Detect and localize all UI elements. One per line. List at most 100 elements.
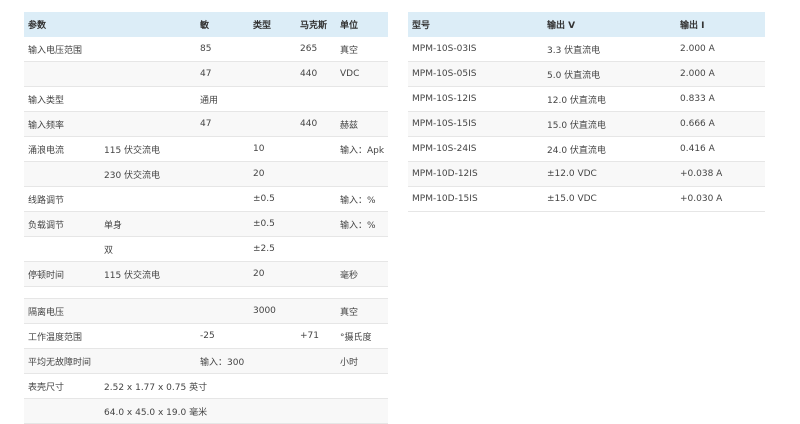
table-cell [249, 373, 296, 399]
table-cell: 2.000 A [676, 61, 765, 87]
table-cell: 5.0 伏直流电 [543, 61, 676, 87]
table-row: 47 440 VDC [24, 61, 388, 87]
table-cell: MPM-10S-15IS [408, 111, 543, 137]
table-cell: 双 [100, 236, 196, 262]
table-cell [249, 111, 296, 137]
table-row [24, 286, 388, 299]
table-cell: +0.030 A [676, 186, 765, 212]
table-cell [296, 348, 336, 374]
table-row: 输入类型 通用 [24, 86, 388, 112]
table-row: MPM-10S-15IS 15.0 伏直流电 0.666 A [408, 111, 765, 137]
table-cell: 输入电压范围 [24, 37, 100, 62]
table-cell: 47 [196, 61, 249, 87]
table-cell [249, 323, 296, 349]
table-cell: 20 [249, 161, 296, 187]
table-cell [196, 186, 249, 212]
table-cell [296, 236, 336, 262]
table-cell [196, 373, 249, 399]
table-cell [100, 286, 196, 299]
table-row: 线路调节 ±0.5 输入：% [24, 186, 388, 212]
table-cell: 隔离电压 [24, 298, 100, 324]
table-cell [296, 398, 336, 424]
table-row: MPM-10D-15IS ±15.0 VDC +0.030 A [408, 186, 765, 212]
table-cell: MPM-10S-24IS [408, 136, 543, 162]
column-header: 输出 V [543, 12, 676, 37]
table-cell: 输入类型 [24, 86, 100, 112]
table-cell: 12.0 伏直流电 [543, 86, 676, 112]
table-cell [249, 398, 296, 424]
table-cell [100, 298, 196, 324]
table-cell: 表壳尺寸 [24, 373, 100, 399]
table-cell: °摄氏度 [336, 323, 388, 349]
table-row: MPM-10S-05IS 5.0 伏直流电 2.000 A [408, 61, 765, 87]
table-cell: 115 伏交流电 [100, 261, 196, 287]
table-cell [196, 236, 249, 262]
table-cell: MPM-10D-12IS [408, 161, 543, 187]
table-cell: 440 [296, 61, 336, 87]
table-cell [100, 111, 196, 137]
table-row: 负载调节 单身 ±0.5 输入：% [24, 211, 388, 237]
table-cell: 输入：Apk [336, 136, 388, 162]
table-cell [296, 136, 336, 162]
table-cell: 工作温度范围 [24, 323, 100, 349]
column-header: 马克斯 [296, 12, 336, 37]
column-header: 敏 [196, 12, 249, 37]
table-cell: 小时 [336, 348, 388, 374]
table-cell [196, 286, 249, 299]
table-cell: ±15.0 VDC [543, 186, 676, 212]
table-cell [24, 236, 100, 262]
table-row: MPM-10S-24IS 24.0 伏直流电 0.416 A [408, 136, 765, 162]
table-cell: MPM-10S-05IS [408, 61, 543, 87]
table-cell: 单身 [100, 211, 196, 237]
table-row: 涌浪电流 115 伏交流电 10 输入：Apk [24, 136, 388, 162]
table-cell: 输入频率 [24, 111, 100, 137]
model-header-row: 型号 输出 V 输出 I [408, 12, 765, 37]
table-cell: MPM-10S-03IS [408, 37, 543, 62]
table-cell: ±0.5 [249, 211, 296, 237]
column-header: 单位 [336, 12, 388, 37]
table-cell [336, 236, 388, 262]
table-cell: -25 [196, 323, 249, 349]
table-cell: 3.3 伏直流电 [543, 37, 676, 62]
table-cell [24, 161, 100, 187]
table-cell [296, 373, 336, 399]
table-cell: 15.0 伏直流电 [543, 111, 676, 137]
table-cell [100, 61, 196, 87]
table-cell [296, 211, 336, 237]
table-cell [296, 186, 336, 212]
table-cell [296, 298, 336, 324]
table-cell [249, 86, 296, 112]
table-cell: 停顿时间 [24, 261, 100, 287]
table-cell [249, 286, 296, 299]
column-header: 参数 [24, 12, 100, 37]
table-cell: 0.416 A [676, 136, 765, 162]
table-cell: VDC [336, 61, 388, 87]
table-cell: 输入：% [336, 211, 388, 237]
table-row: MPM-10D-12IS ±12.0 VDC +0.038 A [408, 161, 765, 187]
table-cell [336, 86, 388, 112]
table-cell: 真空 [336, 298, 388, 324]
table-cell: ±0.5 [249, 186, 296, 212]
table-cell: 0.833 A [676, 86, 765, 112]
table-cell: 115 伏交流电 [100, 136, 196, 162]
column-header: 输出 I [676, 12, 765, 37]
table-cell: 赫兹 [336, 111, 388, 137]
column-header [100, 12, 196, 37]
table-cell [196, 136, 249, 162]
model-table: 型号 输出 V 输出 I MPM-10S-03IS 3.3 伏直流电 2.000 A MP… [408, 12, 765, 212]
table-cell: ±2.5 [249, 236, 296, 262]
table-cell [100, 348, 196, 374]
table-cell: 2.52 x 1.77 x 0.75 英寸 [100, 373, 207, 399]
table-cell: 平均无故障时间 [24, 348, 100, 374]
table-cell [296, 161, 336, 187]
table-cell: 24.0 伏直流电 [543, 136, 676, 162]
table-cell: 0.666 A [676, 111, 765, 137]
table-cell: 265 [296, 37, 336, 62]
table-cell [336, 161, 388, 187]
table-row: MPM-10S-12IS 12.0 伏直流电 0.833 A [408, 86, 765, 112]
table-cell: 64.0 x 45.0 x 19.0 毫米 [100, 398, 207, 424]
table-cell [24, 61, 100, 87]
table-cell: ±12.0 VDC [543, 161, 676, 187]
spec-header-row: 参数 敏类型 马克斯 单位 [24, 12, 388, 37]
table-cell [24, 398, 100, 424]
